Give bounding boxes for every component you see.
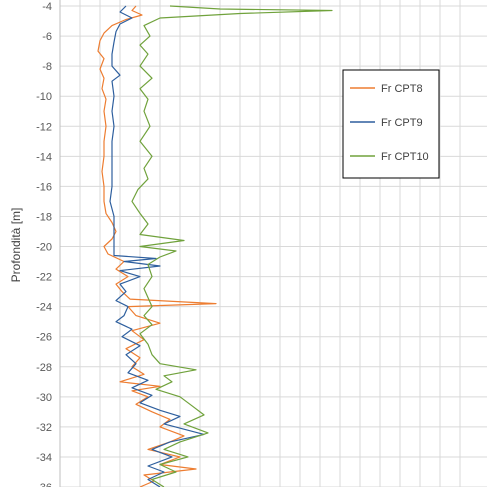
y-tick-label: -4 <box>42 1 52 13</box>
y-tick-label: -6 <box>42 31 52 43</box>
chart-legend: Fr CPT8 Fr CPT9 Fr CPT10 <box>342 69 440 179</box>
y-tick-label: -36 <box>36 482 52 487</box>
series-line-fr-cpt8 <box>97 5 217 488</box>
y-tick-label: -20 <box>36 242 52 254</box>
series-line-fr-cpt10 <box>131 5 333 488</box>
y-tick-label: -14 <box>36 151 52 163</box>
y-tick-label: -26 <box>36 332 52 344</box>
y-tick-label: -34 <box>36 452 52 464</box>
y-tick-label: -8 <box>42 61 52 73</box>
y-tick-label: -28 <box>36 362 52 374</box>
y-tick-label: -30 <box>36 392 52 404</box>
chart-series <box>97 5 333 488</box>
legend-label: Fr CPT9 <box>381 117 423 129</box>
y-tick-label: -10 <box>36 91 52 103</box>
y-tick-label: -32 <box>36 422 52 434</box>
legend-label: Fr CPT8 <box>381 83 423 95</box>
series-line-fr-cpt9 <box>109 5 205 488</box>
y-tick-label: -16 <box>36 181 52 193</box>
legend-label: Fr CPT10 <box>381 151 429 163</box>
y-axis-label: Profondità [m] <box>9 208 23 283</box>
y-tick-label: -24 <box>36 302 52 314</box>
y-tick-label: -12 <box>36 121 52 133</box>
y-axis-ticks: -4 -6 -8 -10 -12 -14 -16 -18 -20 -22 -24 -26 -28 -30 -… <box>36 1 52 492</box>
y-tick-label: -18 <box>36 211 52 223</box>
y-tick-label: -22 <box>36 272 52 284</box>
